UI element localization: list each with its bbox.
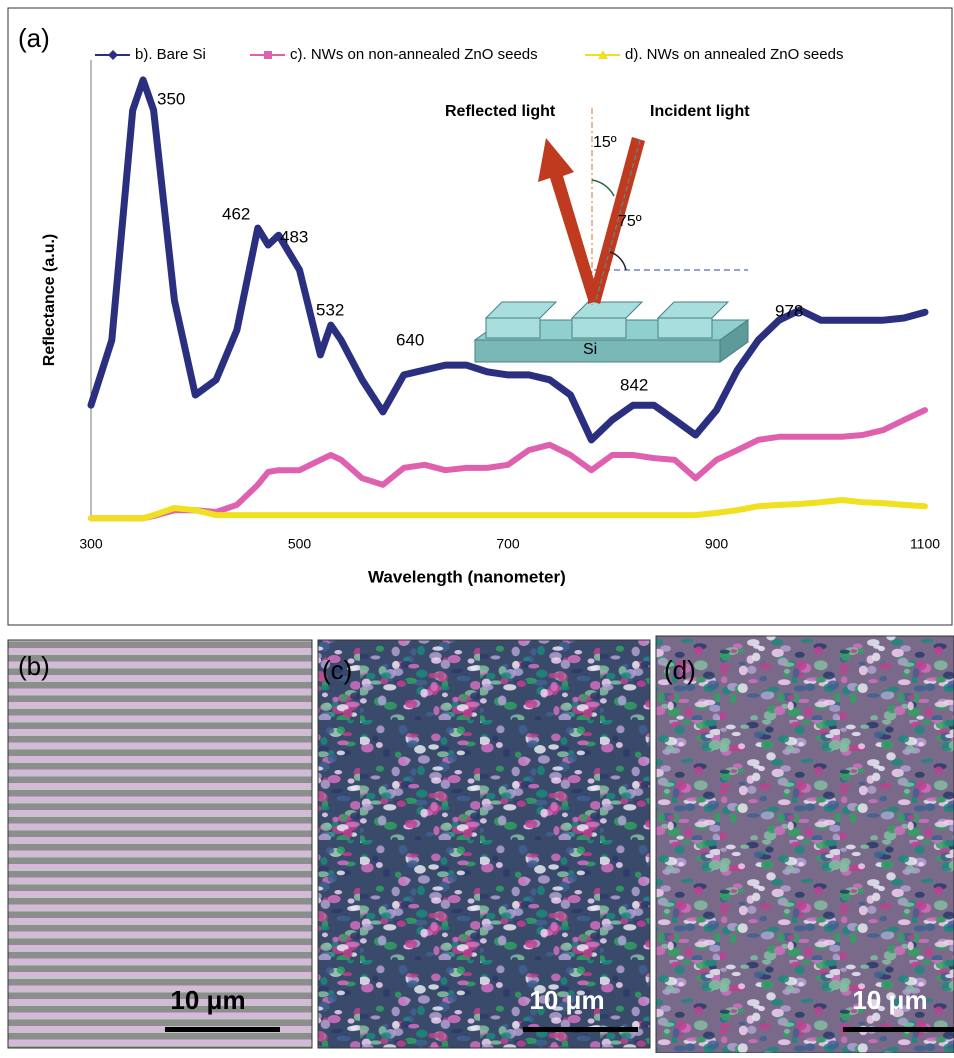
legend-label: b). Bare Si bbox=[135, 46, 206, 63]
ridge bbox=[658, 318, 712, 338]
panel-label: (a) bbox=[18, 23, 50, 53]
scale-bar-label: 10 μm bbox=[852, 985, 927, 1015]
panel-label: (d) bbox=[664, 655, 696, 685]
legend-label: c). NWs on non-annealed ZnO seeds bbox=[290, 46, 538, 63]
ridge bbox=[572, 318, 626, 338]
inset-label: Incident light bbox=[650, 103, 750, 120]
annotation: 350 bbox=[157, 89, 185, 108]
panel-label: (b) bbox=[18, 651, 50, 681]
scale-bar-label: 10 μm bbox=[529, 985, 604, 1015]
scale-bar-label: 10 μm bbox=[170, 985, 245, 1015]
annotation: 462 bbox=[222, 204, 250, 223]
annotation: 483 bbox=[280, 227, 308, 246]
x-tick-label: 1100 bbox=[910, 536, 940, 552]
x-axis-label: Wavelength (nanometer) bbox=[368, 567, 566, 586]
legend-label: d). NWs on annealed ZnO seeds bbox=[625, 46, 843, 63]
annotation: 640 bbox=[396, 330, 424, 349]
scale-bar bbox=[843, 1027, 954, 1032]
annotation: 978 bbox=[775, 301, 803, 320]
angle-label: 75º bbox=[618, 213, 642, 230]
x-tick-label: 500 bbox=[288, 536, 312, 552]
substrate-front bbox=[475, 340, 720, 362]
panel-label: (c) bbox=[322, 655, 352, 685]
x-tick-label: 900 bbox=[705, 536, 729, 552]
legend-marker bbox=[264, 51, 272, 59]
scale-bar bbox=[523, 1027, 638, 1032]
ridge bbox=[486, 318, 540, 338]
figure: (a) Wavelength (nanometer) Reflectance (… bbox=[0, 0, 954, 1053]
micrograph-b: (b) 10 μm bbox=[8, 640, 312, 1048]
inset-label: Reflected light bbox=[445, 103, 556, 120]
y-axis-label: Reflectance (a.u.) bbox=[41, 234, 58, 366]
scale-bar bbox=[165, 1027, 280, 1032]
annotation: 842 bbox=[620, 375, 648, 394]
angle-label: 15º bbox=[593, 134, 617, 151]
micrograph-c: (c) 10 μm bbox=[318, 640, 650, 1048]
annotation: 532 bbox=[316, 300, 344, 319]
micrograph bbox=[8, 640, 312, 1048]
x-tick-label: 300 bbox=[79, 536, 103, 552]
x-tick-label: 700 bbox=[496, 536, 520, 552]
substrate-label: Si bbox=[583, 341, 597, 358]
micrograph-d: (d) 10 μm bbox=[656, 636, 954, 1053]
